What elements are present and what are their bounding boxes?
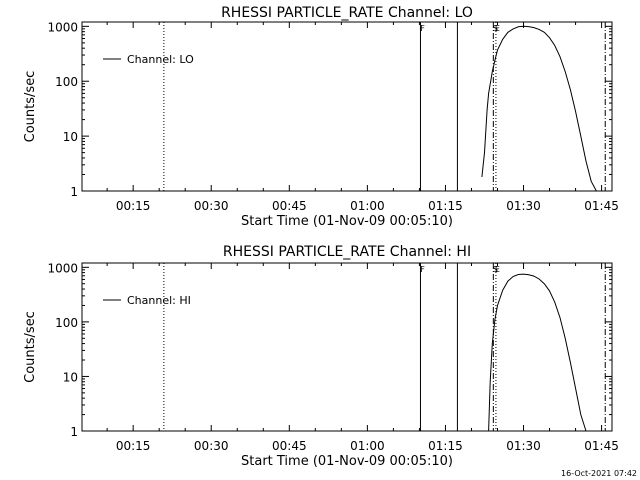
chart-title: RHESSI PARTICLE_RATE Channel: HI: [223, 244, 471, 260]
plot-frame: [81, 21, 613, 192]
y-tick-label: 1: [70, 185, 78, 199]
timestamp-label: 16-Oct-2021 07:42: [561, 469, 637, 478]
legend-label: Channel: LO: [127, 53, 194, 66]
series-line: [481, 25, 597, 192]
legend-label: Channel: HI: [127, 294, 191, 307]
y-tick-label: 10: [63, 130, 78, 144]
y-tick-label: 1000: [47, 20, 78, 34]
x-axis-label: Start Time (01-Nov-09 00:05:10): [241, 214, 453, 229]
x-axis-label: Start Time (01-Nov-09 00:05:10): [241, 454, 453, 469]
x-tick-label: 01:45: [584, 439, 619, 453]
x-tick-label: 00:45: [272, 199, 307, 213]
y-tick-label: 1: [70, 425, 78, 439]
flag-label: F: [420, 265, 425, 274]
flag-label: F: [420, 24, 425, 33]
x-tick-label: 01:00: [350, 439, 385, 453]
flag-label: E: [495, 265, 500, 274]
flag-label: S: [493, 24, 498, 33]
y-axis-label: Counts/sec: [23, 311, 38, 383]
x-tick-label: 00:45: [272, 439, 307, 453]
x-tick-label: 01:30: [506, 199, 541, 213]
x-tick-label: 01:45: [584, 199, 619, 213]
chart-panel-hi: RHESSI PARTICLE_RATE Channel: HI 00:15 00:…: [23, 244, 619, 469]
x-tick-label: 00:15: [116, 199, 151, 213]
x-tick-label: 00:30: [194, 199, 229, 213]
x-tick-label: 00:30: [194, 439, 229, 453]
x-tick-label: 00:15: [116, 439, 151, 453]
chart-panel-lo: RHESSI PARTICLE_RATE Channel: LO 00:15 00:…: [23, 5, 619, 229]
x-tick-label: 01:15: [428, 199, 463, 213]
chart-title: RHESSI PARTICLE_RATE Channel: LO: [221, 5, 473, 21]
y-tick-label: 1000: [47, 261, 78, 275]
flag-label: S: [493, 265, 498, 274]
y-tick-label: 100: [55, 75, 78, 89]
flag-label: E: [495, 24, 500, 33]
y-axis-label: Counts/sec: [23, 71, 38, 143]
x-tick-label: 01:30: [506, 439, 541, 453]
plot-frame: [81, 262, 613, 432]
y-tick-label: 100: [55, 316, 78, 330]
y-tick-label: 10: [63, 370, 78, 384]
x-tick-label: 01:15: [428, 439, 463, 453]
series-line: [488, 273, 587, 432]
x-tick-label: 01:00: [350, 199, 385, 213]
